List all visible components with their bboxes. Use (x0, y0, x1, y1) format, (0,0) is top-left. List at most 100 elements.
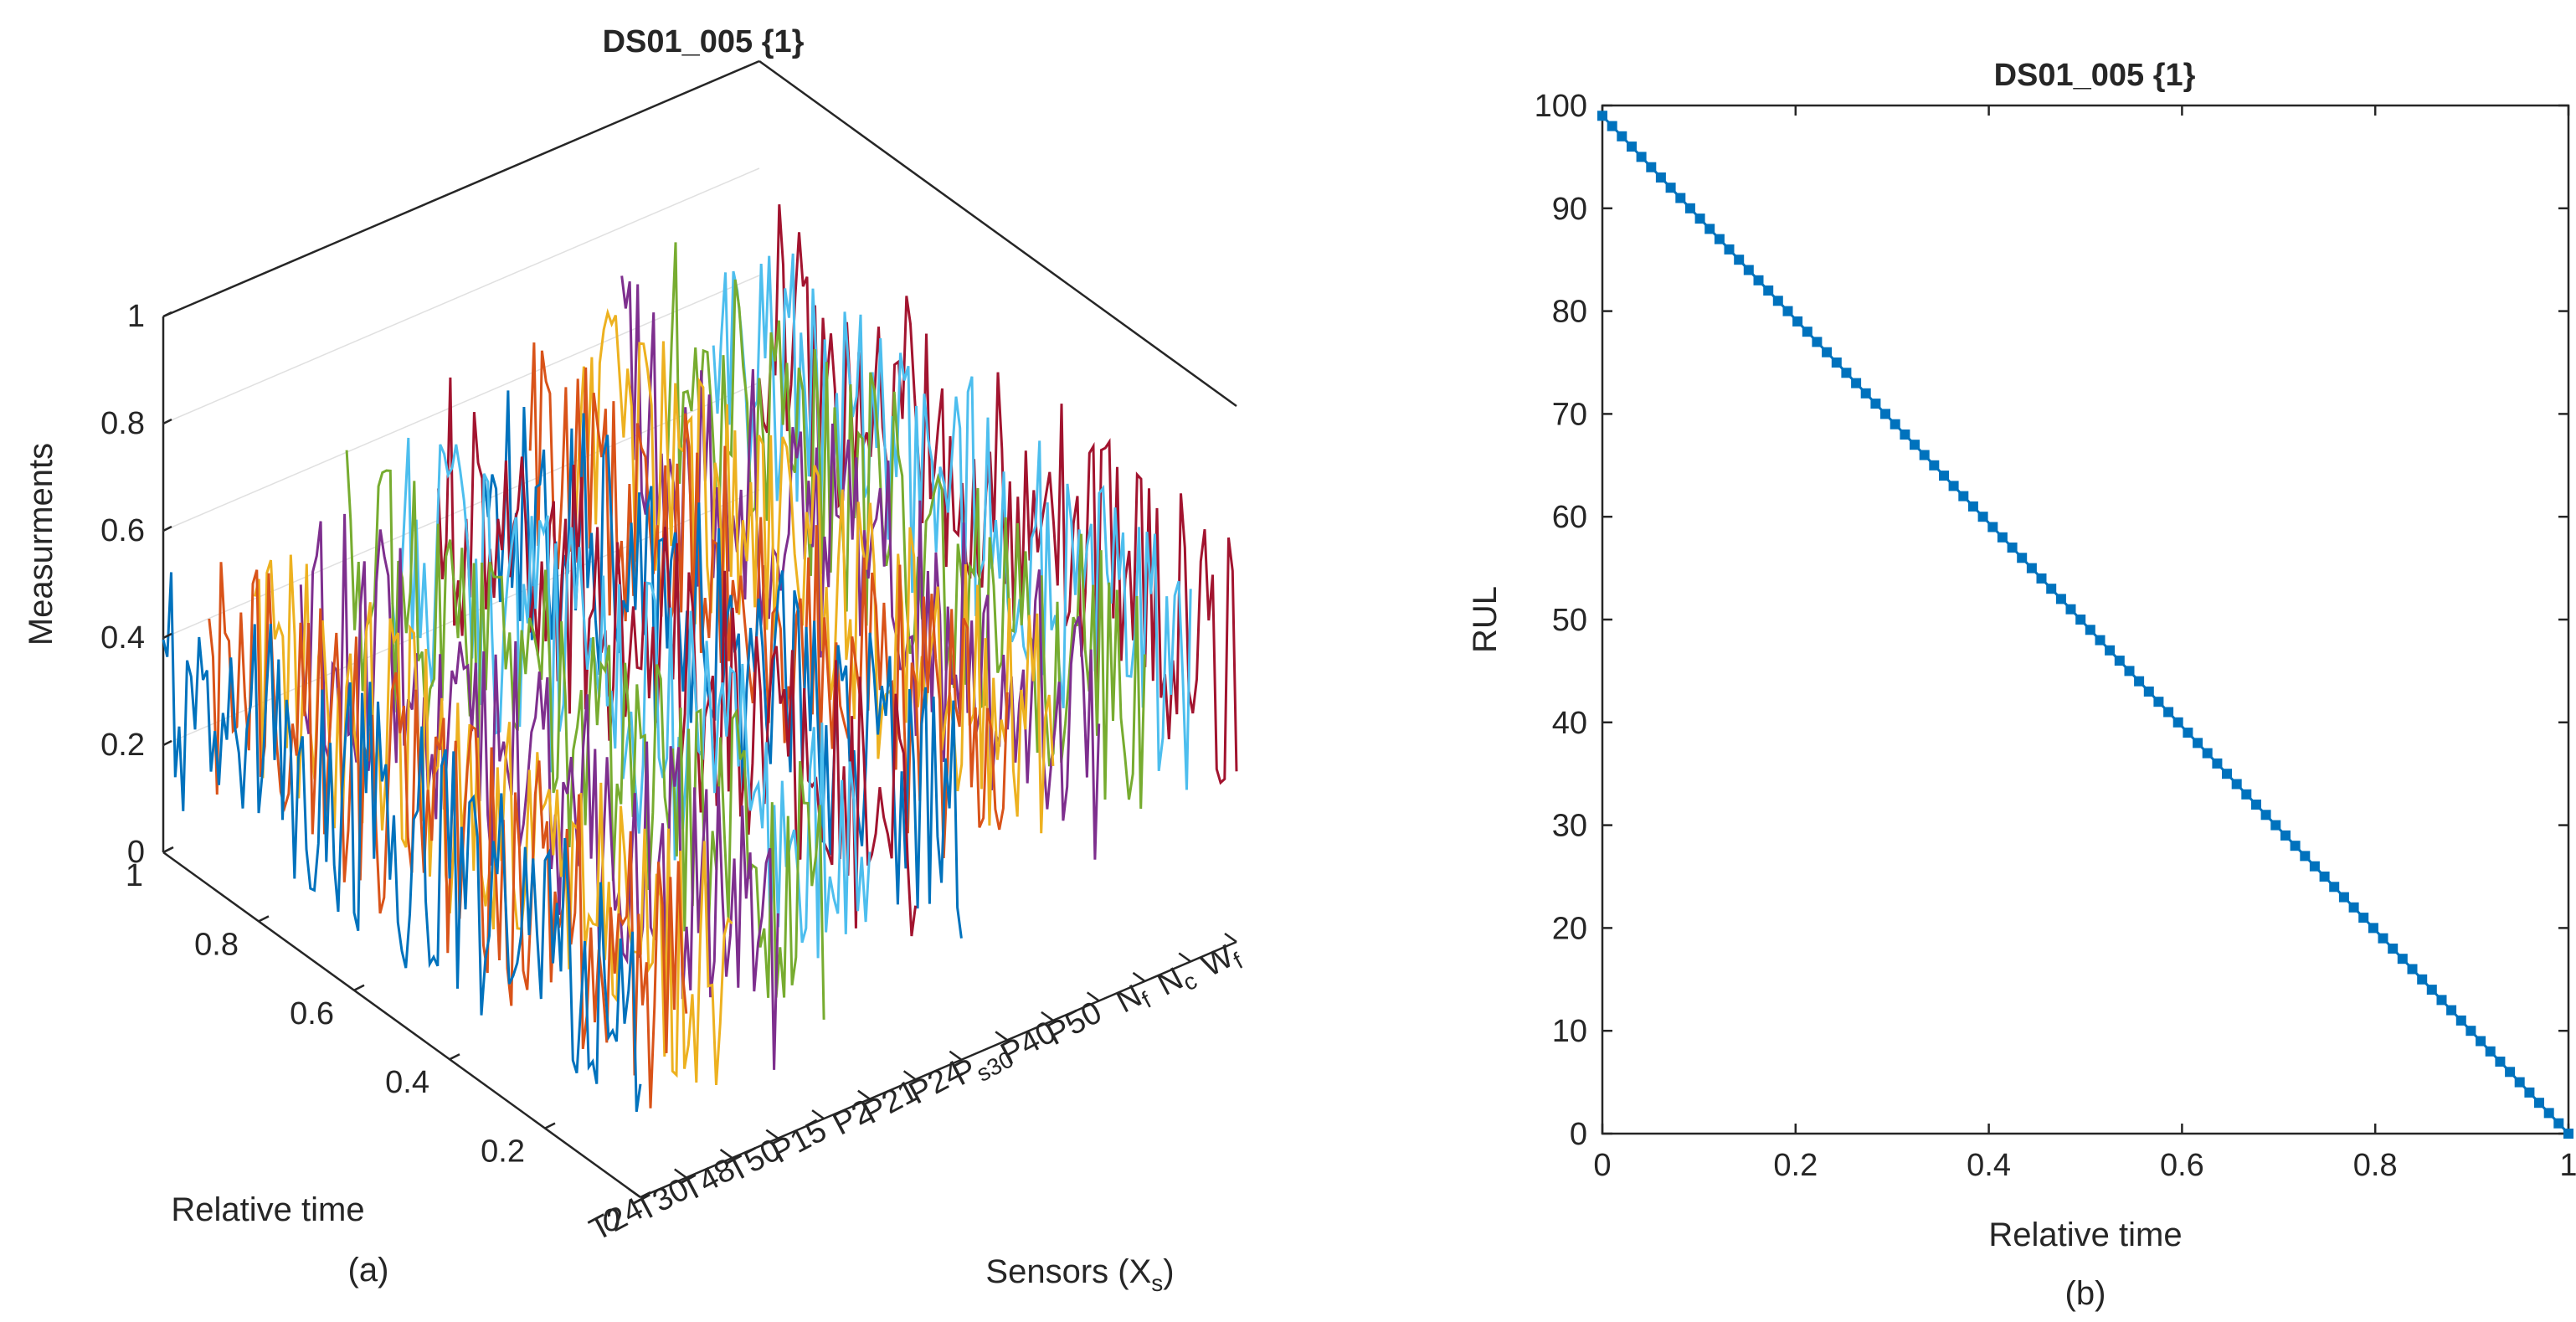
panel-b-rul-marker (1714, 234, 1725, 244)
panel-b-rul-marker (2153, 697, 2164, 707)
panel-a-time-tick (353, 984, 365, 991)
panel-b-rul-marker (1967, 501, 1978, 512)
panel-a-sensor-tick (1178, 952, 1191, 963)
panel-b-rul-marker (1694, 213, 1705, 224)
panel-a-z-tick-label: 0 (127, 835, 145, 870)
panel-a-trace-t24 (162, 572, 642, 1113)
panel-b-rul-marker (1812, 337, 1823, 347)
panel-b-rul-marker (1627, 141, 1637, 152)
panel-a-time-tick (449, 1053, 460, 1061)
panel-b-y-tick-label: 20 (1552, 911, 1587, 946)
panel-a-time-tick-label: 0.6 (290, 996, 334, 1031)
panel-b-rul-marker (2358, 913, 2369, 923)
panel-b-rul-marker (2563, 1129, 2573, 1139)
panel-a-z-tick-label: 0.4 (100, 620, 145, 656)
panel-b-y-tick-label: 0 (1570, 1117, 1587, 1152)
panel-b-rul-marker (1743, 265, 1754, 275)
panel-b-x-tick-label: 1 (2559, 1148, 2576, 1183)
panel-b-rul-marker (2260, 810, 2271, 820)
panel-b-rul-marker (1782, 306, 1793, 316)
panel-b-rul-marker (1997, 532, 2008, 543)
panel-b-rul-marker (2543, 1108, 2554, 1119)
panel-a-3d-plot: DS01_005 {1} 00.20.40.60.8100.20.40.60.8… (23, 24, 1247, 1296)
panel-b-rul-marker (1753, 275, 1764, 285)
panel-b-rul-marker (1910, 440, 1920, 450)
panel-a-time-tick-label: 0.4 (385, 1065, 429, 1100)
panel-b-rul-marker (2397, 954, 2408, 964)
panel-a-sensor-tick (811, 1109, 825, 1120)
panel-b-rul-marker (2300, 851, 2311, 862)
panel-b-y-tick-label: 70 (1552, 397, 1587, 432)
panel-b-rul-marker (2476, 1036, 2486, 1047)
panel-a-z-tick (162, 418, 172, 425)
panel-a-sensor-tick (719, 1149, 733, 1160)
panel-b-rul-marker (1900, 430, 1910, 440)
panel-b-rul-marker (1948, 481, 1959, 491)
panel-a-ylabel: Relative time (171, 1191, 364, 1228)
panel-b-rul-marker (2036, 573, 2047, 584)
panel-b-rul-marker (1890, 419, 1900, 430)
panel-a-sensor-tick (949, 1050, 963, 1061)
panel-a-trace-nf (666, 242, 1146, 809)
panel-b-rul-marker (1860, 388, 1871, 399)
panel-a-trace-t48 (254, 554, 733, 1085)
panel-b-rul-marker (2134, 676, 2145, 687)
panel-b-rul-marker (1597, 111, 1607, 121)
panel-b-rul-marker (2524, 1087, 2535, 1098)
panel-b-rul-marker (2065, 604, 2076, 615)
panel-b-rul-marker (1772, 296, 1783, 306)
panel-b-x-tick-label: 0.2 (1773, 1148, 1818, 1183)
panel-b-rul-marker (2270, 820, 2281, 831)
panel-a-sensor-tick-label: Wf (1196, 936, 1247, 988)
panel-b-rul-marker (2105, 645, 2116, 656)
panel-b-rul-marker (1880, 409, 1890, 419)
panel-b-rul-marker (2553, 1118, 2564, 1129)
panel-b-rul-marker (1617, 131, 1627, 141)
panel-b-rul-marker (2446, 1005, 2457, 1016)
panel-a-z-tick-label: 0.2 (100, 728, 145, 763)
panel-b-rul-marker (2417, 974, 2428, 985)
panel-b-y-tick-label: 50 (1552, 603, 1587, 638)
panel-b-rul-marker (1831, 358, 1842, 368)
panel-a-trace-p21 (437, 377, 918, 937)
panel-a-box-line (162, 59, 760, 318)
panel-a-trace-wf (758, 204, 1238, 785)
panel-b-rul-marker (1958, 491, 1969, 502)
panel-a-time-tick (544, 1122, 556, 1129)
panel-b-y-tick-label: 100 (1535, 89, 1587, 124)
panel-a-caption: (a) (348, 1252, 389, 1289)
panel-a-sensor-tick-label: Nf (1111, 975, 1155, 1024)
panel-b-rul-marker (2241, 789, 2252, 800)
panel-a-sensor-tick (1041, 1011, 1054, 1021)
panel-a-z-tick (162, 632, 172, 640)
panel-a-z-tick (162, 739, 172, 747)
panel-b-rul-marker (1734, 255, 1745, 265)
panel-b-rul-marker (2338, 892, 2349, 903)
panel-b-rul-marker (1987, 522, 1998, 532)
panel-a-title: DS01_005 {1} (603, 24, 805, 59)
panel-b-rul-marker (2455, 1015, 2466, 1026)
panel-b-rul-marker (2172, 717, 2183, 728)
panel-b-rul-marker (1665, 183, 1676, 193)
panel-a-trace-p50 (620, 275, 1101, 860)
panel-a-time-tick (162, 846, 174, 854)
panel-b-caption: (b) (2065, 1275, 2106, 1312)
panel-b-rul-marker (1724, 244, 1735, 255)
panel-b-x-tick-label: 0.6 (2160, 1148, 2204, 1183)
panel-a-gridline (162, 382, 760, 639)
panel-a-z-tick-label: 0.6 (100, 513, 145, 548)
panel-a-z-tick (162, 525, 172, 532)
panel-a-time-tick-label: 1 (126, 858, 143, 893)
panel-b-rul-marker (1977, 512, 1988, 522)
panel-b-rul-marker (2426, 985, 2437, 995)
panel-a-sensor-tick (1132, 971, 1146, 982)
panel-b-y-tick-label: 60 (1552, 500, 1587, 535)
panel-b-rul-marker (2212, 758, 2223, 769)
panel-a-z-tick-label: 0.8 (100, 406, 145, 441)
panel-a-zlabel: Measurments (23, 443, 59, 646)
panel-b-rul-marker (2348, 902, 2359, 913)
panel-b-rul-marker (2251, 800, 2261, 810)
panel-b-rul-marker (1792, 316, 1803, 327)
panel-b-rul-marker (2183, 728, 2193, 738)
